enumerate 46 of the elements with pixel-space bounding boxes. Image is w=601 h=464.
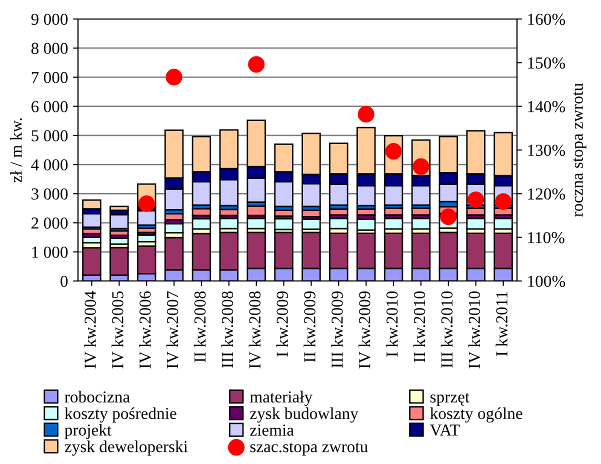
legend-label: projekt: [64, 424, 112, 440]
x-tick-label: IV kw.2007: [166, 291, 178, 368]
y-tick-label: 8 000: [31, 42, 68, 54]
y2-tick-label: 110%: [528, 232, 564, 244]
y2-tick-label: 120%: [528, 188, 566, 200]
y2-tick-label: 130%: [528, 144, 566, 156]
x-tick-label: I kw.2011: [496, 292, 508, 356]
legend-label: VAT: [430, 424, 460, 436]
y-axis-title: zł / m kw.: [10, 118, 22, 182]
x-tick-label: II kw.2009: [304, 291, 316, 362]
legend-label: koszty pośrednie: [64, 407, 176, 423]
y2-tick-label: 160%: [528, 14, 566, 25]
x-tick-label: III kw.2008: [221, 291, 234, 368]
x-tick-label: I kw.2010: [386, 291, 398, 357]
x-tick-label: IV kw.2010: [468, 291, 480, 368]
x-tick-label: II kw.2008: [194, 291, 206, 362]
y-tick-label: 7 000: [32, 72, 68, 84]
legend-label: sprzęt: [430, 392, 470, 406]
x-tick-label: II kw.2010: [413, 291, 426, 362]
legend-label: zysk budowlany: [250, 407, 358, 423]
y-tick-label: 6 000: [31, 101, 68, 112]
y2-tick-label: 100%: [528, 276, 566, 287]
y-tick-label: 5 000: [32, 130, 68, 142]
y-tick-label: 1 000: [32, 246, 68, 258]
y-tick-label: 9 000: [31, 14, 68, 25]
x-tick-label: III kw.2009: [331, 291, 343, 368]
x-tick-label: IV kw.2004: [84, 290, 96, 368]
y-tick-label: 2 000: [32, 217, 68, 229]
x-tick-label: IV kw.2008: [248, 291, 261, 368]
y-tick-label: 0: [60, 276, 68, 287]
x-tick-label: III kw.2010: [440, 291, 453, 368]
legend-label: materiały: [250, 390, 313, 406]
legend-label: szac.stopa zwrotu: [250, 442, 368, 456]
y2-tick-label: 150%: [528, 57, 566, 69]
x-tick-label: IV kw.2009: [358, 291, 370, 368]
legend-label: zysk deweloperski: [64, 440, 188, 456]
x-tick-label: IV kw.2006: [139, 291, 151, 368]
y-tick-label: 3 000: [32, 188, 68, 200]
x-tick-label: I kw.2009: [276, 291, 288, 357]
legend-label: koszty ogólne: [430, 407, 522, 423]
y2-tick-label: 140%: [528, 101, 566, 112]
legend-label: robocizna: [64, 390, 130, 403]
legend-label: ziemia: [250, 424, 294, 436]
x-tick-label: IV kw.2005: [112, 291, 124, 368]
y-tick-label: 4 000: [31, 159, 68, 170]
y2-axis-title: roczna stopa zwrotu: [573, 83, 586, 217]
